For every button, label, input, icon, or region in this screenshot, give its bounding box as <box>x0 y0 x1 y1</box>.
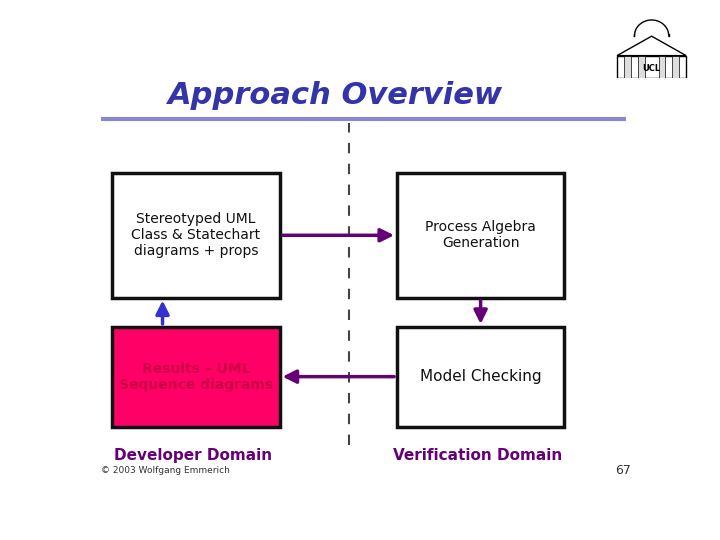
FancyBboxPatch shape <box>624 56 631 78</box>
Text: Verification Domain: Verification Domain <box>393 448 562 463</box>
FancyBboxPatch shape <box>397 327 564 427</box>
FancyBboxPatch shape <box>638 56 644 78</box>
FancyBboxPatch shape <box>617 56 686 78</box>
Text: Process Algebra
Generation: Process Algebra Generation <box>426 220 536 251</box>
FancyBboxPatch shape <box>672 56 679 78</box>
FancyBboxPatch shape <box>112 327 279 427</box>
Text: Developer Domain: Developer Domain <box>114 448 272 463</box>
FancyBboxPatch shape <box>112 173 279 298</box>
FancyBboxPatch shape <box>659 56 665 78</box>
FancyBboxPatch shape <box>397 173 564 298</box>
Polygon shape <box>617 36 686 56</box>
Text: © 2003 Wolfgang Emmerich: © 2003 Wolfgang Emmerich <box>101 465 230 475</box>
Text: UCL: UCL <box>642 64 661 73</box>
Text: Model Checking: Model Checking <box>420 369 541 384</box>
Text: 67: 67 <box>616 464 631 477</box>
Text: Results – UML
Sequence diagrams: Results – UML Sequence diagrams <box>119 362 273 392</box>
Text: Stereotyped UML
Class & Statechart
diagrams + props: Stereotyped UML Class & Statechart diagr… <box>132 212 261 259</box>
Text: Approach Overview: Approach Overview <box>168 82 503 111</box>
